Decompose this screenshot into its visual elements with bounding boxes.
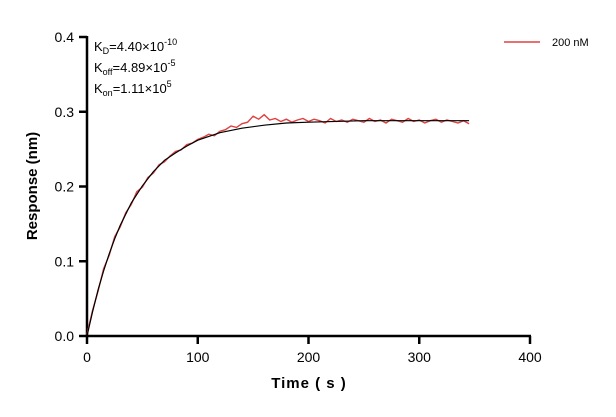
legend-label: 200 nM: [552, 37, 589, 49]
x-axis-label: Time ( s ): [271, 375, 347, 392]
y-tick-label: 0.1: [55, 253, 75, 269]
x-tick-label: 300: [408, 349, 432, 365]
legend: 200 nM: [504, 37, 589, 49]
series-line-200nM: [86, 113, 470, 335]
y-tick-label: 0.0: [55, 328, 75, 344]
fit-curve: [86, 120, 470, 337]
kinetic-annotation: Koff=4.89×10-5: [94, 58, 175, 77]
y-tick-label: 0.2: [55, 179, 75, 195]
kinetic-annotation: KD=4.40×10-10: [94, 37, 177, 56]
y-axis-label: Response (nm): [24, 132, 41, 240]
kinetic-annotation: Kon=1.11×105: [94, 79, 172, 98]
x-tick-label: 0: [83, 349, 91, 365]
y-tick-label: 0.3: [55, 104, 75, 120]
x-tick-label: 100: [186, 349, 210, 365]
x-tick-label: 400: [518, 349, 542, 365]
x-tick-label: 200: [297, 349, 321, 365]
y-tick-label: 0.4: [55, 29, 75, 45]
